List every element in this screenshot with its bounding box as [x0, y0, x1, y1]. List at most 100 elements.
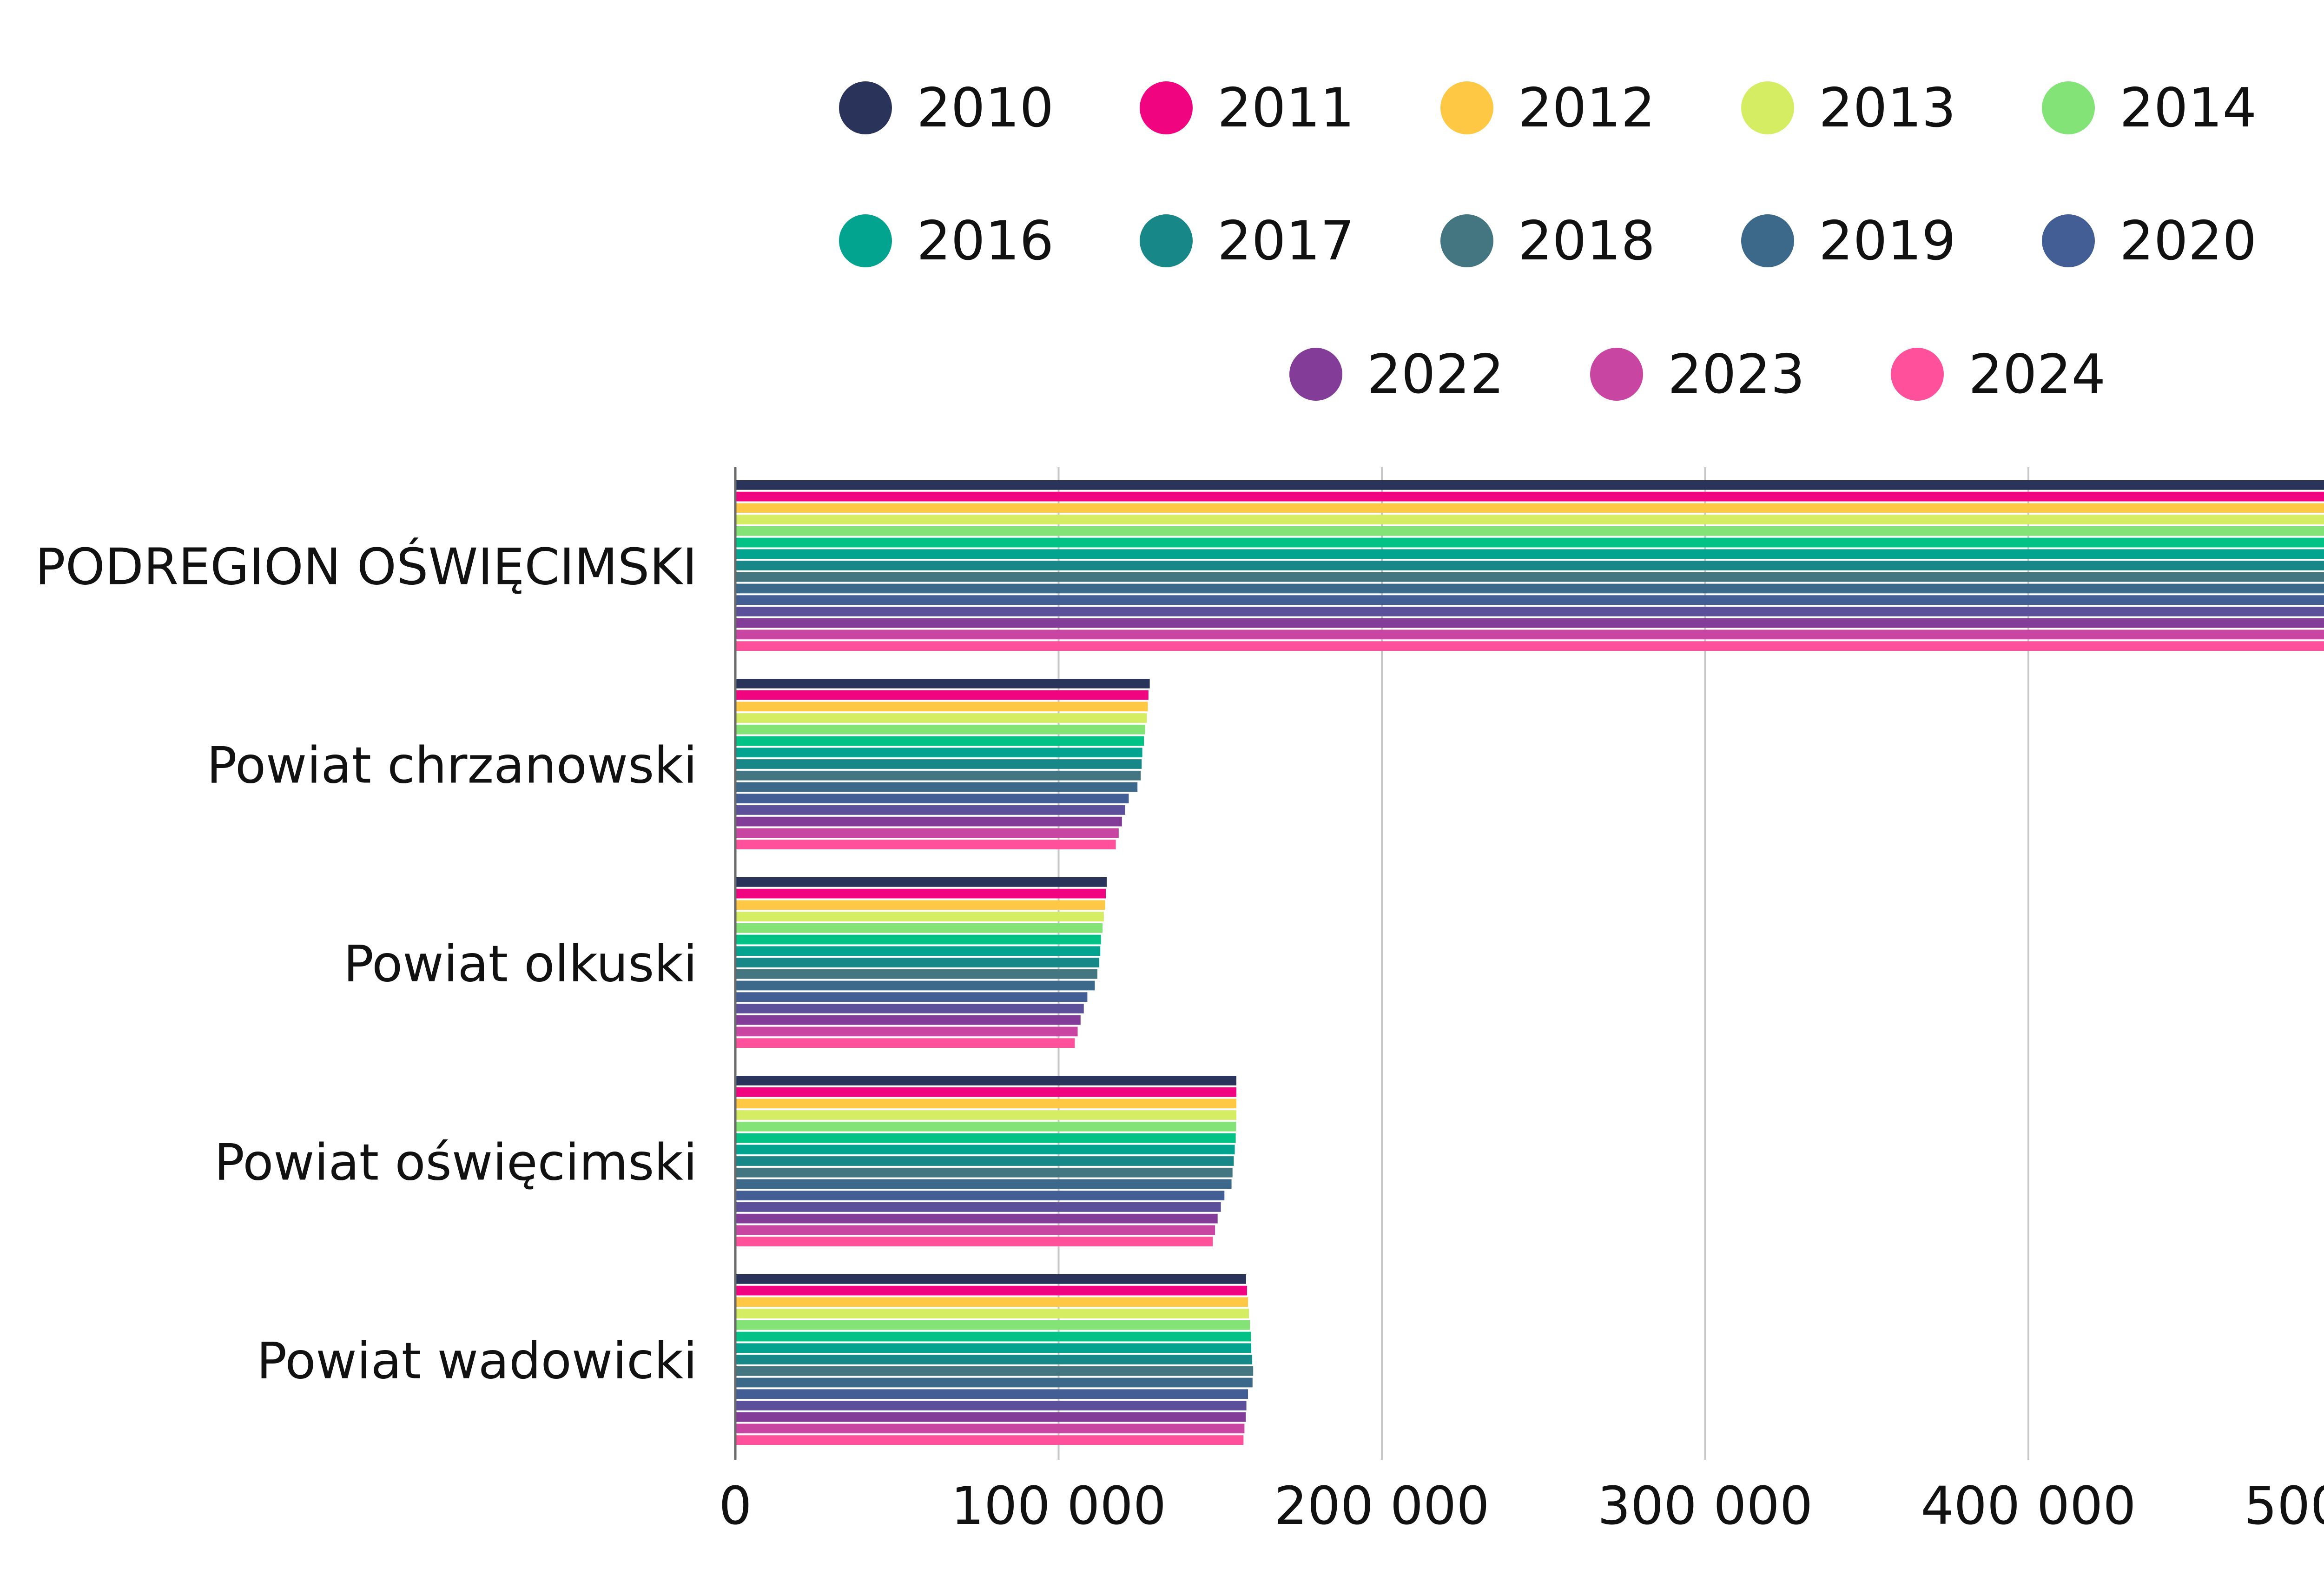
legend-item-2014[interactable]: 2014: [2042, 77, 2257, 139]
category-labels: PODREGION OŚWIĘCIMSKI Powiat chrzanowski P…: [35, 537, 697, 1390]
legend-swatch-icon: [839, 214, 892, 267]
category-label: Powiat wadowicki: [257, 1332, 697, 1390]
legend-swatch-icon: [1140, 214, 1193, 267]
bar-2015: [735, 537, 2324, 548]
bar-2014: [735, 724, 1145, 735]
bar-2014: [735, 526, 2324, 536]
category-label: Powiat olkuski: [343, 935, 697, 993]
bar-2013: [735, 1309, 1249, 1318]
legend-swatch-icon: [2042, 81, 2095, 134]
legend-label: 2012: [1518, 77, 1655, 139]
category-label: PODREGION OŚWIĘCIMSKI: [35, 537, 697, 596]
bar-2013: [735, 1110, 1237, 1120]
category-label: Powiat oświęcimski: [214, 1134, 697, 1192]
legend-item-2023[interactable]: 2023: [1590, 343, 1805, 406]
bar-2024: [735, 1435, 1244, 1445]
bar-2015: [735, 934, 1101, 945]
legend-swatch-icon: [1289, 348, 1342, 401]
legend-swatch-icon: [1741, 214, 1794, 267]
bar-2023: [735, 1423, 1245, 1434]
legend-label: 2016: [917, 210, 1054, 272]
legend-swatch-icon: [1140, 81, 1193, 134]
bar-2017: [735, 759, 1142, 769]
category-label: Powiat chrzanowski: [207, 737, 697, 795]
legend-item-2017[interactable]: 2017: [1140, 210, 1354, 272]
bar-2022: [735, 1213, 1218, 1224]
bar-2016: [735, 1145, 1235, 1155]
legend-label: 2024: [1968, 343, 2106, 406]
bar-2017: [735, 561, 2324, 570]
bar-2024: [735, 840, 1116, 849]
bar-2019: [735, 782, 1138, 792]
legend-swatch-icon: [1741, 81, 1794, 134]
legend-label: 2022: [1367, 343, 1504, 406]
bar-2017: [735, 1156, 1234, 1166]
bar-2011: [735, 888, 1106, 899]
bar-2014: [735, 923, 1103, 933]
bar-2021: [735, 1401, 1247, 1410]
bar-2017: [735, 958, 1100, 967]
bar-2020: [735, 794, 1129, 804]
legend-item-2018[interactable]: 2018: [1440, 210, 1655, 272]
bar-2012: [735, 1099, 1237, 1109]
bar-2011: [735, 491, 2324, 502]
bar-2013: [735, 713, 1147, 723]
bar-2011: [735, 690, 1149, 700]
bar-2019: [735, 1179, 1232, 1189]
legend-item-2012[interactable]: 2012: [1440, 77, 1655, 139]
bar-2013: [735, 515, 2324, 524]
bar-2013: [735, 912, 1104, 921]
x-tick-label: 500 000: [2244, 1476, 2324, 1536]
bar-2016: [735, 1343, 1252, 1353]
bar-2011: [735, 1087, 1237, 1097]
legend-swatch-icon: [1440, 214, 1493, 267]
bar-2016: [735, 549, 2324, 559]
bar-2023: [735, 828, 1119, 838]
bar-2021: [735, 607, 2324, 616]
bar-2019: [735, 980, 1095, 991]
legend-item-2011[interactable]: 2011: [1140, 77, 1354, 139]
legend-label: 2020: [2119, 210, 2257, 272]
legend-label: 2014: [2119, 77, 2257, 139]
bar-2017: [735, 1355, 1253, 1364]
legend-item-2010[interactable]: 2010: [839, 77, 1054, 139]
x-tick-label: 0: [719, 1476, 752, 1536]
bar-2022: [735, 1412, 1246, 1422]
bar-2011: [735, 1285, 1247, 1296]
bar-2023: [735, 629, 2324, 640]
bar-2020: [735, 1191, 1225, 1201]
legend-item-2016[interactable]: 2016: [839, 210, 1054, 272]
bar-2015: [735, 1133, 1236, 1143]
legend-label: 2010: [917, 77, 1054, 139]
bar-2015: [735, 1331, 1251, 1342]
bar-2010: [735, 480, 2324, 490]
bar-2015: [735, 736, 1144, 746]
bar-2010: [735, 1274, 1246, 1284]
legend-swatch-icon: [839, 81, 892, 134]
legend-item-2019[interactable]: 2019: [1741, 210, 1956, 272]
legend-swatch-icon: [1440, 81, 1493, 134]
bar-2016: [735, 748, 1142, 758]
bar-2018: [735, 572, 2324, 582]
legend-item-2022[interactable]: 2022: [1289, 343, 1504, 406]
legend-item-2013[interactable]: 2013: [1741, 77, 1956, 139]
bar-2012: [735, 1297, 1248, 1307]
bar-2022: [735, 618, 2324, 628]
legend-label: 2017: [1217, 210, 1354, 272]
legend-item-2024[interactable]: 2024: [1891, 343, 2106, 406]
bar-2018: [735, 770, 1141, 781]
bar-2021: [735, 805, 1125, 815]
legend-label: 2019: [1819, 210, 1956, 272]
bar-2018: [735, 1366, 1254, 1376]
bar-2022: [735, 1015, 1081, 1025]
legend: 2010201120122013201420152016201720182019…: [839, 77, 2257, 406]
x-tick-label: 200 000: [1274, 1476, 1489, 1536]
bar-2024: [735, 1237, 1213, 1246]
legend-swatch-icon: [1590, 348, 1643, 401]
legend-swatch-icon: [1891, 348, 1944, 401]
bar-2022: [735, 816, 1122, 827]
bar-2024: [735, 641, 2324, 651]
legend-item-2020[interactable]: 2020: [2042, 210, 2257, 272]
